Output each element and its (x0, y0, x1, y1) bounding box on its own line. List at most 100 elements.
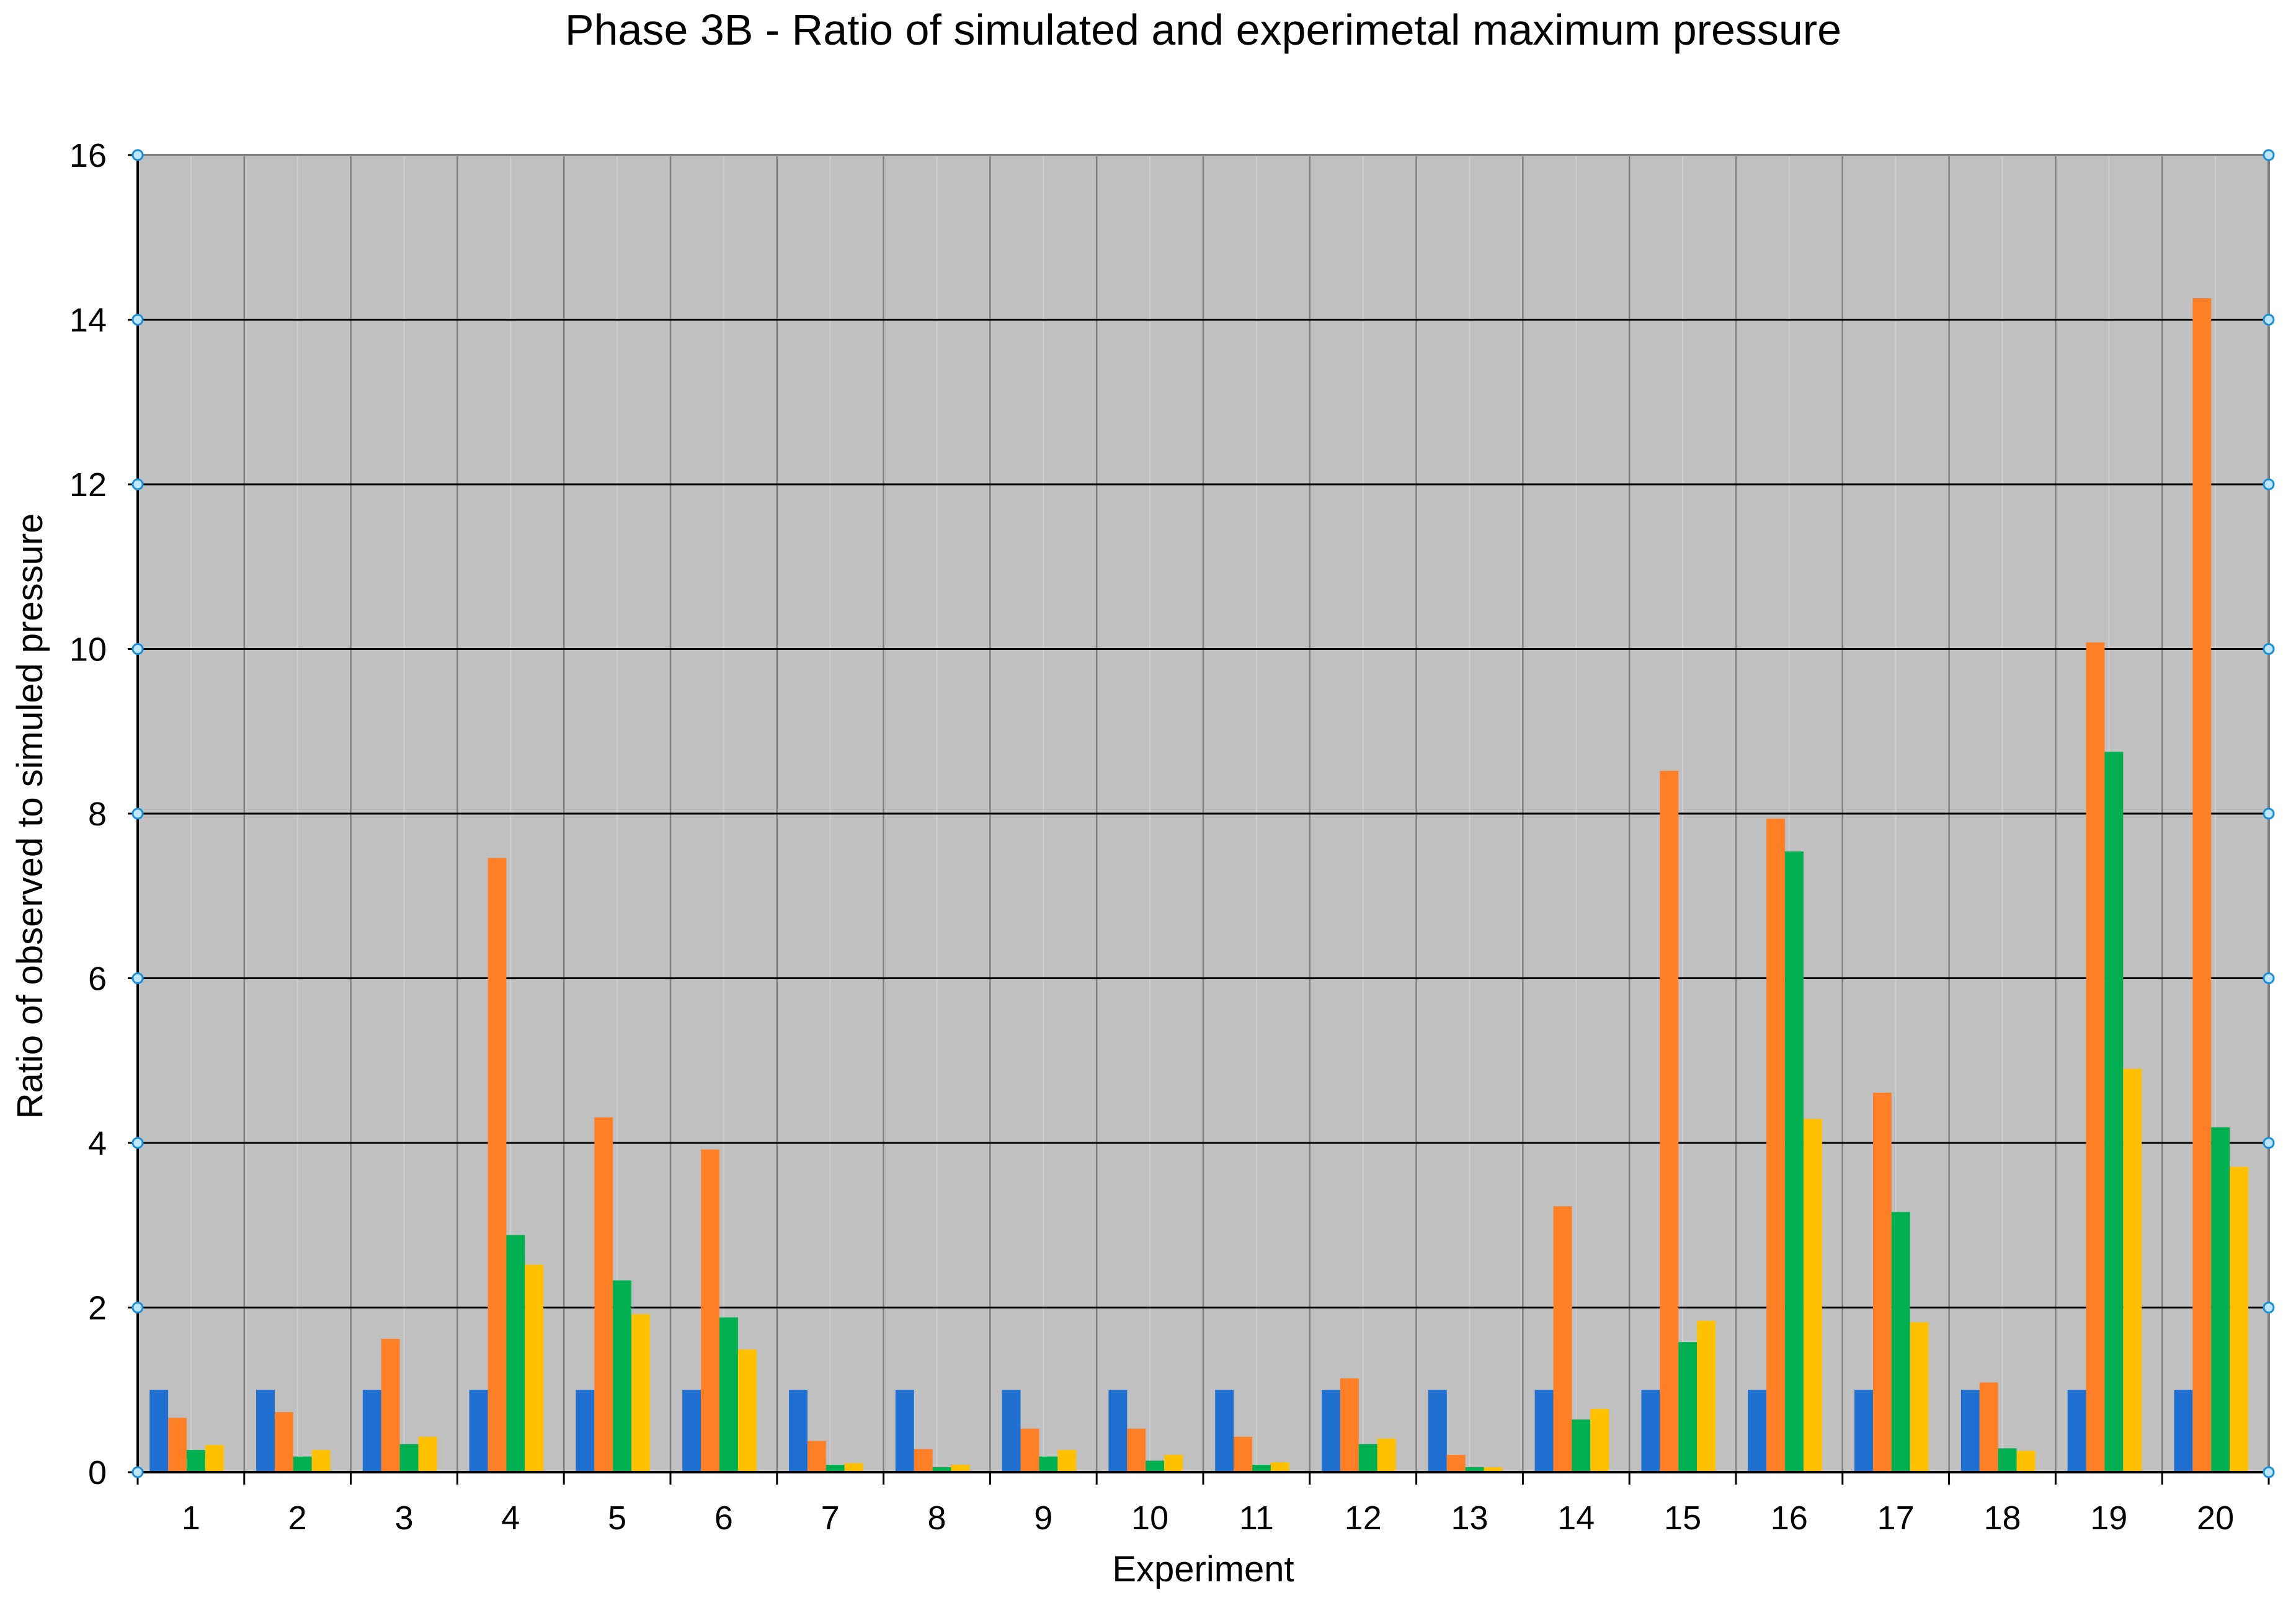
bar (1553, 1206, 1572, 1472)
x-tick-label: 3 (394, 1499, 413, 1537)
x-tick-label: 18 (1983, 1499, 2021, 1537)
bar (1164, 1455, 1183, 1472)
y-tick-label: 6 (88, 961, 107, 998)
bar (1697, 1320, 1716, 1472)
y-tick-label: 4 (88, 1125, 107, 1162)
y-tick-labels: 0 2 4 6 8 10 12 14 16 (69, 137, 107, 1491)
bar (1428, 1390, 1447, 1472)
x-tick-label: 20 (2197, 1499, 2234, 1537)
bar (1127, 1428, 1146, 1472)
bars (149, 298, 2249, 1472)
x-tick-label: 4 (501, 1499, 520, 1537)
x-tick-label: 12 (1345, 1499, 1382, 1537)
x-tick-labels: 1 2 3 4 5 6 7 8 9 10 11 12 13 14 15 16 17 18 19 20 (182, 1499, 2234, 1537)
x-tick-label: 10 (1131, 1499, 1168, 1537)
x-tick-label: 15 (1664, 1499, 1701, 1537)
bar (1910, 1322, 1929, 1472)
bar (701, 1149, 720, 1472)
axis-handle (2263, 1466, 2275, 1478)
bar (1340, 1378, 1359, 1472)
axis-handle (2263, 1302, 2275, 1313)
bar (149, 1390, 169, 1472)
axis-handle (131, 1302, 144, 1313)
bar (1891, 1212, 1910, 1472)
bar (1002, 1390, 1021, 1472)
x-tick-label: 9 (1034, 1499, 1052, 1537)
y-tick-label: 8 (88, 796, 107, 833)
bar (362, 1390, 381, 1472)
bar (594, 1117, 613, 1472)
bar (844, 1463, 863, 1472)
bar (1146, 1460, 1165, 1472)
bar (1660, 770, 1679, 1472)
y-tick-label: 12 (69, 466, 107, 504)
bar (932, 1467, 951, 1472)
y-tick-label: 0 (88, 1454, 107, 1491)
bar (1641, 1390, 1660, 1472)
bar (1534, 1390, 1554, 1472)
bar (1039, 1456, 1058, 1472)
y-tick-label: 14 (69, 302, 107, 339)
bar (1678, 1342, 1698, 1472)
y-axis-label: Ratio of observed to simuled pressure (10, 513, 50, 1119)
bar (418, 1436, 437, 1472)
bar (311, 1450, 331, 1472)
gridlines (138, 155, 2269, 1472)
bar (807, 1441, 826, 1472)
bar (1215, 1390, 1234, 1472)
bar (2192, 298, 2212, 1472)
bar (2086, 642, 2105, 1472)
bar (914, 1449, 933, 1472)
bar (825, 1465, 845, 1472)
y-tick-label: 16 (69, 137, 107, 174)
axis-handle (131, 1137, 144, 1149)
bar (613, 1280, 632, 1472)
bar (381, 1338, 400, 1472)
bar (293, 1456, 312, 1472)
bar (1020, 1428, 1039, 1472)
bar (487, 858, 507, 1472)
bar (1108, 1390, 1128, 1472)
bar (1979, 1382, 1998, 1472)
bar (256, 1390, 275, 1472)
bar (1446, 1455, 1466, 1472)
bar (1377, 1438, 1396, 1472)
axis-handle (2263, 1137, 2275, 1149)
x-tick-label: 7 (821, 1499, 840, 1537)
x-tick-label: 11 (1239, 1499, 1274, 1537)
axis-handle (2263, 478, 2275, 491)
axis-handle (2263, 807, 2275, 820)
bar (1785, 851, 1804, 1472)
y-tick-label: 2 (88, 1290, 107, 1327)
bar (1322, 1390, 1340, 1472)
axis-handle (131, 478, 144, 491)
bar (1270, 1462, 1289, 1472)
x-tick-label: 1 (182, 1499, 200, 1537)
x-tick-label: 5 (608, 1499, 626, 1537)
axes (128, 149, 2275, 1485)
bar (951, 1465, 970, 1472)
bar (1465, 1467, 1484, 1472)
x-axis-label: Experiment (1112, 1549, 1294, 1589)
x-tick-label: 19 (2090, 1499, 2127, 1537)
bar (205, 1445, 224, 1472)
x-tick-label: 14 (1557, 1499, 1595, 1537)
x-tick-label: 17 (1877, 1499, 1915, 1537)
y-tick-label: 10 (69, 631, 107, 669)
bar (1057, 1450, 1077, 1472)
bar (1766, 818, 1786, 1472)
axis-handle (131, 643, 144, 655)
bar (2230, 1166, 2249, 1472)
bar (682, 1390, 701, 1472)
bar (168, 1418, 187, 1472)
bar (2104, 752, 2124, 1472)
axis-handle (2263, 643, 2275, 655)
axis-handle (131, 314, 144, 326)
bar (2123, 1068, 2142, 1472)
bar (1960, 1390, 1980, 1472)
bar (895, 1390, 914, 1472)
axis-handle (131, 149, 144, 161)
bar (525, 1264, 544, 1472)
bar (2211, 1127, 2230, 1472)
axis-handle (2263, 314, 2275, 326)
